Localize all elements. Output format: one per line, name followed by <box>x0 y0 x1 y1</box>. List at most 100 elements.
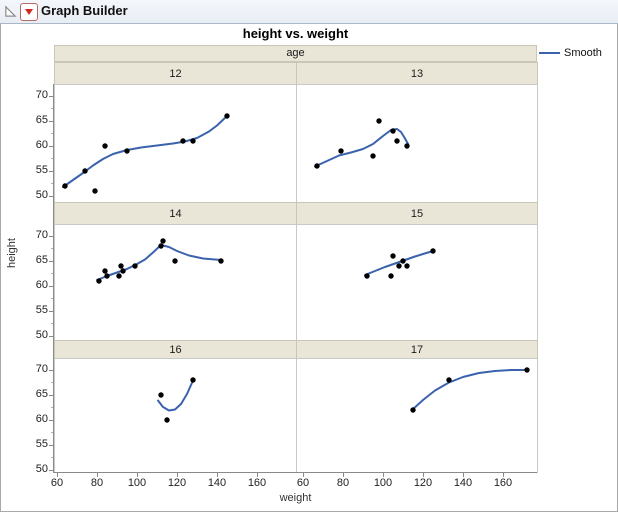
data-point[interactable] <box>338 148 344 154</box>
smooth-line[interactable] <box>364 250 434 276</box>
y-tick-label: 60 <box>35 139 48 151</box>
data-point[interactable] <box>62 183 68 189</box>
chart-title: height vs. weight <box>242 26 349 41</box>
data-point[interactable] <box>390 128 396 134</box>
data-point[interactable] <box>224 113 230 119</box>
data-point[interactable] <box>404 263 410 269</box>
red-triangle-menu-button[interactable] <box>20 3 38 21</box>
facet-panel-age-14 <box>54 224 297 341</box>
data-point[interactable] <box>446 377 452 383</box>
window-title: Graph Builder <box>41 3 128 18</box>
legend-line-swatch <box>539 52 560 54</box>
data-point[interactable] <box>116 273 122 279</box>
data-point[interactable] <box>124 148 130 154</box>
x-tick-mark <box>216 472 218 477</box>
data-point[interactable] <box>370 153 376 159</box>
x-tick-label: 80 <box>90 477 104 489</box>
x-tick-label: 100 <box>127 477 147 489</box>
smooth-line[interactable] <box>62 115 228 188</box>
data-point[interactable] <box>164 417 170 423</box>
data-point[interactable] <box>102 268 108 274</box>
x-tick-mark <box>56 472 58 477</box>
data-point[interactable] <box>190 138 196 144</box>
data-point[interactable] <box>96 278 102 284</box>
y-minor-tick <box>51 407 54 408</box>
y-tick-mark <box>49 170 54 172</box>
data-point[interactable] <box>404 143 410 149</box>
data-point[interactable] <box>364 273 370 279</box>
data-point[interactable] <box>394 138 400 144</box>
x-tick-mark <box>422 472 424 477</box>
x-tick-label: 60 <box>296 477 310 489</box>
x-tick-label: 120 <box>413 477 433 489</box>
y-tick-label: 55 <box>35 164 48 176</box>
data-point[interactable] <box>160 238 166 244</box>
data-point[interactable] <box>180 138 186 144</box>
data-point[interactable] <box>92 188 98 194</box>
y-minor-tick <box>51 183 54 184</box>
red-triangle-icon <box>25 9 33 15</box>
smooth-line[interactable] <box>96 244 222 281</box>
facet-plot-age-17 <box>410 367 530 413</box>
data-point[interactable] <box>158 243 164 249</box>
y-tick-mark <box>49 260 54 262</box>
y-tick-label: 50 <box>35 463 48 475</box>
y-minor-tick <box>51 133 54 134</box>
y-tick-mark <box>49 394 54 396</box>
data-point[interactable] <box>400 258 406 264</box>
x-tick-label: 160 <box>247 477 267 489</box>
facet-plot-age-13 <box>314 118 410 169</box>
data-point[interactable] <box>158 392 164 398</box>
data-point[interactable] <box>102 143 108 149</box>
facet-strip-age-12: 12 <box>54 62 297 85</box>
smooth-line[interactable] <box>157 379 194 412</box>
legend-item-smooth[interactable]: Smooth <box>539 47 602 59</box>
x-tick-mark <box>176 472 178 477</box>
x-tick-label: 120 <box>167 477 187 489</box>
data-point[interactable] <box>82 168 88 174</box>
y-axis-line <box>53 84 54 472</box>
data-point[interactable] <box>118 263 124 269</box>
data-point[interactable] <box>120 268 126 274</box>
x-tick-label: 60 <box>50 477 64 489</box>
y-tick-mark <box>49 285 54 287</box>
x-tick-mark <box>302 472 304 477</box>
disclosure-triangle-icon[interactable] <box>4 5 17 18</box>
smooth-line[interactable] <box>314 128 409 168</box>
smooth-line[interactable] <box>411 369 526 411</box>
data-point[interactable] <box>430 248 436 254</box>
data-point[interactable] <box>390 253 396 259</box>
y-minor-tick <box>51 158 54 159</box>
y-tick-label: 70 <box>35 363 48 375</box>
x-axis-line <box>53 472 537 473</box>
facet-plot-age-14 <box>96 238 224 284</box>
facet-header-band: age <box>54 45 537 62</box>
facet-strip-age-15: 15 <box>296 202 538 225</box>
data-point[interactable] <box>410 407 416 413</box>
y-minor-tick <box>51 382 54 383</box>
data-point[interactable] <box>104 273 110 279</box>
data-point[interactable] <box>376 118 382 124</box>
x-tick-label: 140 <box>207 477 227 489</box>
x-tick-label: 140 <box>453 477 473 489</box>
x-tick-mark <box>382 472 384 477</box>
y-tick-label: 65 <box>35 254 48 266</box>
data-point[interactable] <box>218 258 224 264</box>
data-point[interactable] <box>524 367 530 373</box>
y-tick-mark <box>49 444 54 446</box>
facet-plot-age-15 <box>364 248 436 279</box>
data-point[interactable] <box>396 263 402 269</box>
data-point[interactable] <box>132 263 138 269</box>
y-minor-tick <box>51 248 54 249</box>
data-point[interactable] <box>190 377 196 383</box>
y-tick-label: 65 <box>35 388 48 400</box>
data-point[interactable] <box>314 163 320 169</box>
legend-label: Smooth <box>564 47 602 59</box>
y-minor-tick <box>51 108 54 109</box>
y-minor-tick <box>51 457 54 458</box>
facet-plot-age-12 <box>62 113 230 194</box>
y-tick-mark <box>49 95 54 97</box>
data-point[interactable] <box>172 258 178 264</box>
data-point[interactable] <box>388 273 394 279</box>
